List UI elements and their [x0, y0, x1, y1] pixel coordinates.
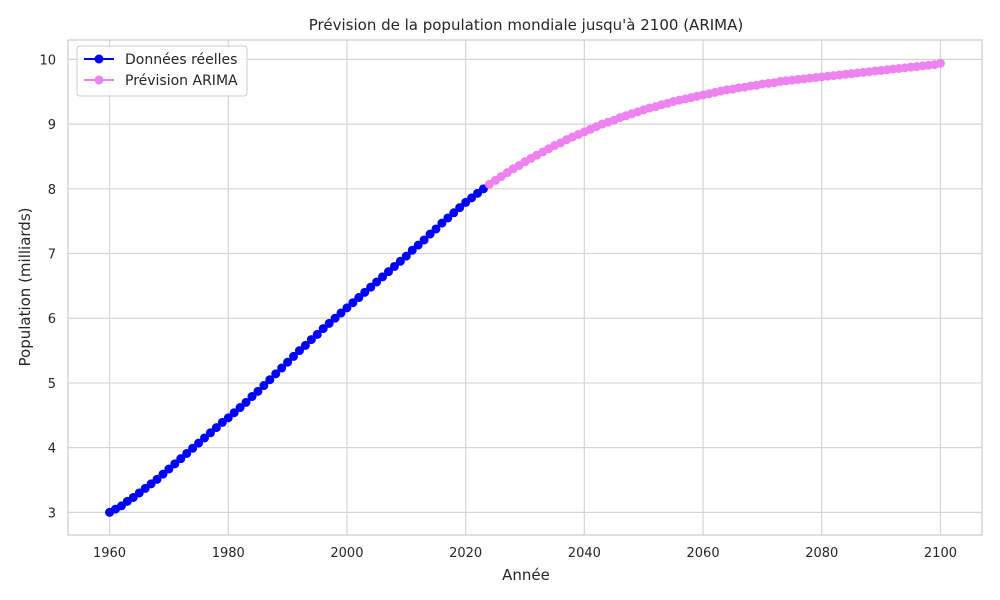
data-point: [342, 303, 352, 313]
data-point: [407, 245, 417, 255]
x-tick-label: 2060: [687, 546, 720, 561]
data-point: [935, 58, 945, 68]
grid: [68, 40, 982, 535]
data-point: [158, 469, 168, 479]
data-point: [395, 256, 405, 266]
data-point: [205, 428, 215, 438]
data-point: [253, 386, 263, 396]
data-point: [348, 298, 358, 308]
chart-title: Prévision de la population mondiale jusq…: [309, 16, 743, 34]
data-point: [354, 293, 364, 303]
data-point: [449, 208, 459, 218]
data-point: [318, 324, 328, 334]
data-point: [211, 423, 221, 433]
data-point: [324, 318, 334, 328]
data-point: [259, 381, 269, 391]
data-point: [360, 287, 370, 297]
data-point: [401, 251, 411, 261]
x-tick-label: 1980: [212, 546, 245, 561]
data-point: [277, 363, 287, 373]
series-1: [105, 184, 488, 517]
y-tick-label: 6: [48, 312, 56, 327]
x-tick-label: 1960: [93, 546, 126, 561]
data-point: [431, 224, 441, 234]
data-point: [312, 329, 322, 339]
x-axis-label: Année: [502, 566, 550, 584]
legend: Données réelles Prévision ARIMA: [76, 45, 248, 97]
x-tick-label: 2100: [924, 546, 957, 561]
data-point: [283, 357, 293, 367]
data-point: [223, 413, 233, 423]
data-point: [176, 454, 186, 464]
y-tick-label: 8: [48, 183, 56, 198]
data-point: [437, 218, 447, 228]
legend-label: Prévision ARIMA: [125, 73, 238, 89]
y-tick-label: 10: [39, 53, 56, 68]
y-tick-label: 3: [48, 506, 56, 521]
data-point: [419, 235, 429, 245]
legend-marker: [94, 54, 104, 64]
data-point: [241, 397, 251, 407]
data-point: [372, 277, 382, 287]
data-point: [336, 308, 346, 318]
data-point: [389, 261, 399, 271]
legend-box: [76, 45, 248, 97]
data-point: [413, 240, 423, 250]
tick-labels: 1960 1980 2000 2020 2040 2060 2080 2100 3 4 5 6 7 8 9 1…: [39, 53, 957, 561]
data-point: [247, 392, 257, 402]
data-point: [182, 448, 192, 458]
data-point: [366, 282, 376, 292]
x-tick-label: 2000: [330, 546, 363, 561]
data-point: [294, 346, 304, 356]
y-tick-label: 4: [48, 442, 56, 457]
data-point: [188, 443, 198, 453]
data-point: [289, 351, 299, 361]
data-point: [170, 459, 180, 469]
data-point: [194, 438, 204, 448]
y-tick-label: 7: [48, 248, 56, 263]
data-point: [330, 313, 340, 323]
x-tick-label: 2040: [568, 546, 601, 561]
series-2: [484, 58, 945, 189]
data-point: [425, 229, 435, 239]
data-point: [152, 474, 162, 484]
y-tick-label: 9: [48, 118, 56, 133]
data-point: [300, 340, 310, 350]
data-point: [229, 408, 239, 418]
x-tick-label: 2080: [805, 546, 838, 561]
data-point: [443, 213, 453, 223]
data-series: [105, 58, 945, 517]
data-point: [455, 203, 465, 213]
plot-frame: [67, 39, 983, 536]
y-tick-label: 5: [48, 377, 56, 392]
y-axis-label: Population (milliards): [16, 208, 34, 367]
data-point: [235, 403, 245, 413]
legend-marker: [94, 75, 104, 85]
data-point: [378, 272, 388, 282]
legend-label: Données réelles: [125, 52, 237, 68]
data-point: [383, 267, 393, 277]
data-point: [271, 369, 281, 379]
data-point: [164, 464, 174, 474]
data-point: [265, 375, 275, 385]
x-tick-label: 2020: [449, 546, 482, 561]
data-point: [306, 335, 316, 345]
data-point: [200, 433, 210, 443]
